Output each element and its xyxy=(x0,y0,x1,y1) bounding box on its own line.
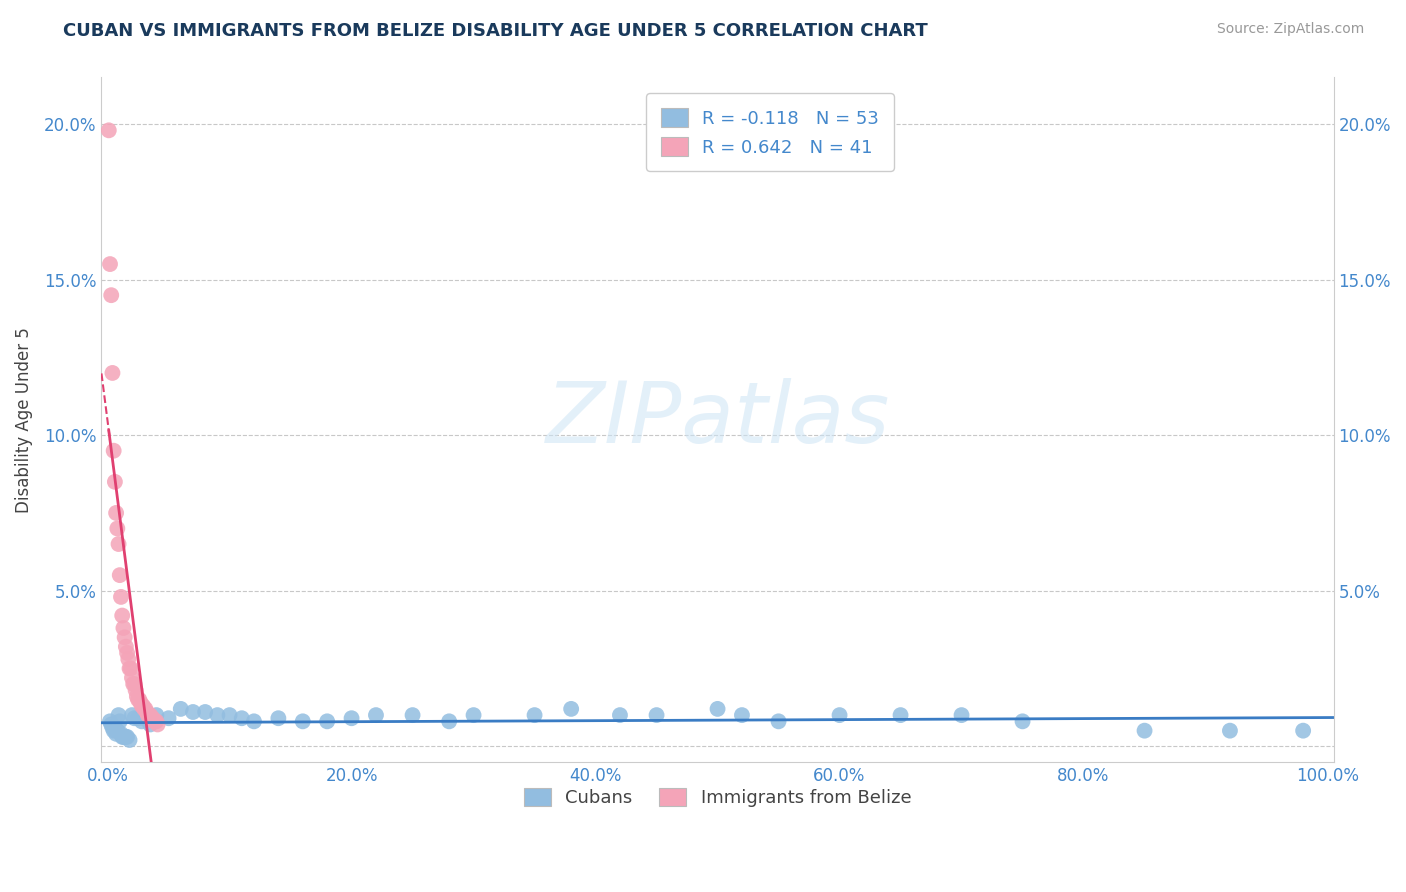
Point xyxy=(112,621,135,635)
Point xyxy=(121,708,143,723)
Point xyxy=(115,646,138,660)
Point xyxy=(134,711,156,725)
Point xyxy=(122,677,145,691)
Point xyxy=(131,698,153,713)
Point xyxy=(131,714,153,729)
Point xyxy=(115,730,138,744)
Point xyxy=(1133,723,1156,738)
Point xyxy=(731,708,754,723)
Point xyxy=(108,568,131,582)
Point xyxy=(1011,714,1033,729)
Text: CUBAN VS IMMIGRANTS FROM BELIZE DISABILITY AGE UNDER 5 CORRELATION CHART: CUBAN VS IMMIGRANTS FROM BELIZE DISABILI… xyxy=(63,22,928,40)
Point xyxy=(138,708,160,723)
Point xyxy=(111,608,134,623)
Point xyxy=(291,714,314,729)
Point xyxy=(340,711,363,725)
Point xyxy=(112,730,135,744)
Point xyxy=(100,717,122,731)
Point xyxy=(890,708,912,723)
Point xyxy=(134,702,156,716)
Point xyxy=(139,708,162,723)
Point xyxy=(609,708,631,723)
Point xyxy=(1292,723,1315,738)
Point xyxy=(111,730,134,744)
Point xyxy=(267,711,290,725)
Point xyxy=(121,671,143,685)
Point xyxy=(194,705,217,719)
Point xyxy=(98,714,121,729)
Point xyxy=(103,723,125,738)
Point xyxy=(141,711,163,725)
Point xyxy=(143,714,166,729)
Point xyxy=(101,366,124,380)
Point xyxy=(139,717,162,731)
Point xyxy=(118,661,141,675)
Point xyxy=(104,475,127,489)
Text: Source: ZipAtlas.com: Source: ZipAtlas.com xyxy=(1216,22,1364,37)
Point xyxy=(117,652,139,666)
Point xyxy=(523,708,546,723)
Point xyxy=(437,714,460,729)
Point xyxy=(115,640,138,654)
Point xyxy=(128,692,150,706)
Point xyxy=(120,661,142,675)
Point xyxy=(108,714,131,729)
Y-axis label: Disability Age Under 5: Disability Age Under 5 xyxy=(15,326,32,513)
Point xyxy=(231,711,253,725)
Point xyxy=(181,705,204,719)
Point xyxy=(105,506,128,520)
Point xyxy=(107,708,129,723)
Point xyxy=(110,590,132,604)
Point xyxy=(100,288,122,302)
Point xyxy=(136,708,159,723)
Point xyxy=(157,711,180,725)
Point xyxy=(316,714,339,729)
Point xyxy=(207,708,229,723)
Point xyxy=(103,443,125,458)
Point xyxy=(115,730,138,744)
Point xyxy=(828,708,851,723)
Point xyxy=(950,708,973,723)
Point xyxy=(170,702,193,716)
Point xyxy=(127,692,149,706)
Point xyxy=(114,631,136,645)
Point xyxy=(129,696,152,710)
Point xyxy=(125,690,148,704)
Point xyxy=(145,714,167,729)
Point xyxy=(105,723,128,738)
Point xyxy=(132,698,155,713)
Point xyxy=(560,702,582,716)
Point xyxy=(146,717,169,731)
Text: ZIPatlas: ZIPatlas xyxy=(546,378,890,461)
Point xyxy=(142,711,165,725)
Point xyxy=(118,733,141,747)
Point xyxy=(135,705,157,719)
Point xyxy=(127,711,149,725)
Point xyxy=(218,708,240,723)
Point xyxy=(98,257,121,271)
Point xyxy=(124,677,146,691)
Point xyxy=(97,123,120,137)
Point xyxy=(1219,723,1241,738)
Point xyxy=(463,708,485,723)
Point xyxy=(124,683,146,698)
Point xyxy=(114,730,136,744)
Legend: Cubans, Immigrants from Belize: Cubans, Immigrants from Belize xyxy=(516,780,918,814)
Point xyxy=(104,721,127,735)
Point xyxy=(145,708,167,723)
Point xyxy=(105,727,128,741)
Point xyxy=(768,714,790,729)
Point xyxy=(105,521,128,535)
Point xyxy=(142,714,165,729)
Point xyxy=(364,708,387,723)
Point xyxy=(101,721,124,735)
Point xyxy=(134,702,156,716)
Point xyxy=(124,711,146,725)
Point xyxy=(645,708,668,723)
Point xyxy=(107,537,129,551)
Point xyxy=(401,708,423,723)
Point xyxy=(110,727,132,741)
Point xyxy=(706,702,728,716)
Point xyxy=(243,714,266,729)
